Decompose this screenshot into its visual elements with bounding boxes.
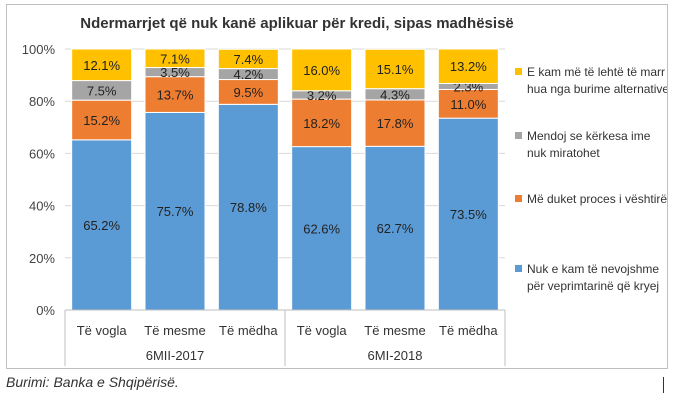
bar-segment <box>71 99 133 141</box>
bar-segment <box>437 88 499 119</box>
legend-label: E kam më të lehtë të marr <box>527 65 665 79</box>
data-label: 12.1% <box>83 58 120 73</box>
legend-swatch <box>515 68 522 75</box>
group-label: 6MII-2017 <box>146 348 205 363</box>
data-label: 62.7% <box>377 221 414 236</box>
bar-segment <box>291 146 353 311</box>
bar-segment <box>291 98 353 148</box>
data-label: 13.2% <box>450 59 487 74</box>
legend-label: nuk miratohet <box>527 146 600 160</box>
x-tick-label: Të mëdha <box>439 323 498 338</box>
data-label: 17.8% <box>377 116 414 131</box>
data-label: 15.1% <box>377 62 414 77</box>
bar-segment <box>437 48 499 84</box>
data-label: 65.2% <box>83 218 120 233</box>
x-tick-label: Të mëdha <box>219 323 278 338</box>
bar-segment <box>217 48 279 70</box>
data-label: 15.2% <box>83 113 120 128</box>
data-label: 73.5% <box>450 207 487 222</box>
data-label: 18.2% <box>303 116 340 131</box>
legend-label: hua nga burime alternative <box>527 82 667 96</box>
bar-segment <box>144 48 206 69</box>
legend-label: Mendoj se kërkesa ime <box>527 129 651 143</box>
data-label: 4.3% <box>380 87 410 102</box>
data-label: 7.1% <box>160 51 190 66</box>
bar-segment <box>364 99 426 147</box>
data-label: 16.0% <box>303 63 340 78</box>
data-label: 78.8% <box>230 200 267 215</box>
data-label: 4.2% <box>234 67 264 82</box>
data-label: 9.5% <box>234 85 264 100</box>
stacked-bar-chart: Ndermarrjet që nuk kanë aplikuar për kre… <box>22 15 667 366</box>
data-label: 62.6% <box>303 221 340 236</box>
y-tick-label: 80% <box>29 94 55 109</box>
legend-label: Më duket proces i vështirë <box>527 192 667 206</box>
x-tick-label: Të mesme <box>364 323 425 338</box>
source-note: Burimi: Banka e Shqipërisë. <box>6 374 179 390</box>
legend-swatch <box>515 265 522 272</box>
y-tick-label: 40% <box>29 199 55 214</box>
y-tick-label: 20% <box>29 251 55 266</box>
legend-label: Nuk e kam të nevojshme <box>527 262 659 276</box>
legend-swatch <box>515 132 522 139</box>
x-tick-label: Të mesme <box>144 323 205 338</box>
data-label: 7.4% <box>234 52 264 67</box>
text-cursor <box>663 377 664 393</box>
chart-frame: Ndermarrjet që nuk kanë aplikuar për kre… <box>6 4 668 369</box>
data-label: 75.7% <box>157 204 194 219</box>
data-label: 13.7% <box>157 88 194 103</box>
x-tick-label: Të vogla <box>297 323 348 338</box>
data-label: 11.0% <box>450 97 486 112</box>
legend-label: për veprimtarinë që kryej <box>527 279 659 293</box>
x-tick-label: Të vogla <box>77 323 128 338</box>
data-label: 3.2% <box>307 88 337 103</box>
data-label: 7.5% <box>87 83 117 98</box>
group-label: 6MI-2018 <box>368 348 423 363</box>
y-tick-label: 0% <box>36 303 55 318</box>
bar-segment <box>71 48 133 82</box>
data-label: 3.5% <box>160 65 190 80</box>
chart-title: Ndermarrjet që nuk kanë aplikuar për kre… <box>80 15 514 32</box>
legend-swatch <box>515 195 522 202</box>
bar-segment <box>217 103 279 311</box>
bar-segment <box>364 48 426 90</box>
bar-segment <box>437 117 499 311</box>
y-tick-label: 60% <box>29 146 55 161</box>
bar-segment <box>291 48 353 92</box>
y-tick-label: 100% <box>22 42 56 57</box>
bar-segment <box>364 145 426 311</box>
